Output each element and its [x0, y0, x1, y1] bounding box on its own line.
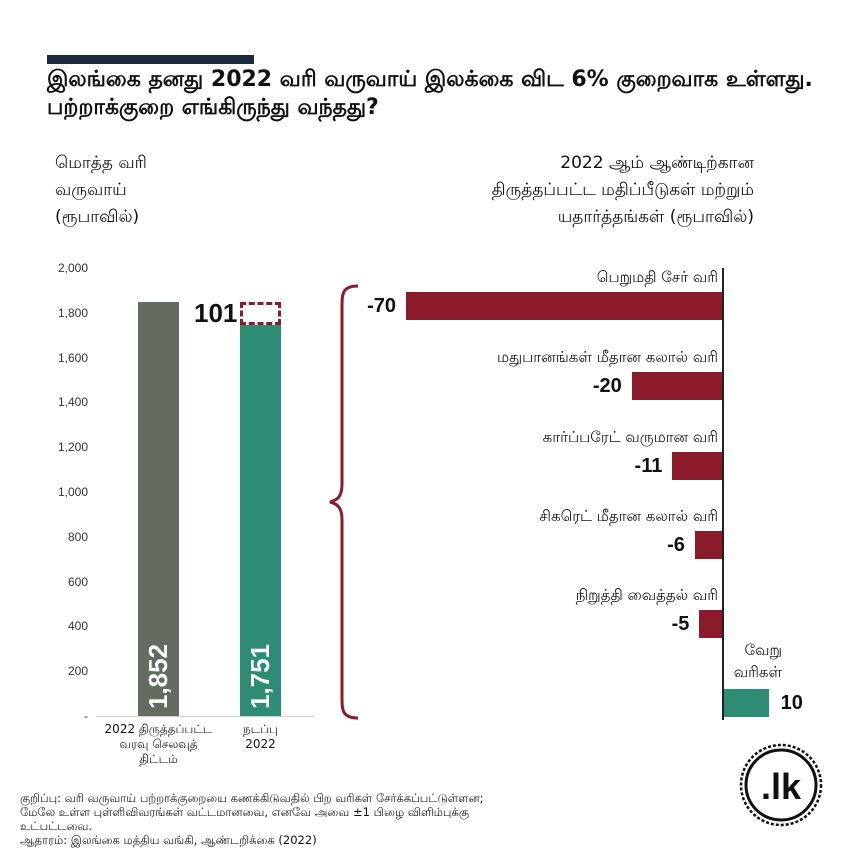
x-category-line: 2022 — [245, 737, 276, 751]
hbar-category-line: பெறுமதி சேர் வரி — [596, 268, 718, 286]
hbar-value-label: -20 — [592, 375, 622, 397]
y-tick-label: 800 — [67, 529, 88, 544]
gap-value-label: 101 — [194, 298, 238, 329]
y-tick-label: 400 — [67, 619, 88, 634]
x-axis-line — [96, 716, 314, 717]
left-subtitle-line: மொத்த வரி — [55, 153, 147, 173]
x-category-line: திட்டம் — [139, 752, 178, 766]
logo-text: .lk — [761, 766, 802, 807]
y-tick-label: 200 — [67, 664, 88, 679]
right-subtitle-line: யதார்த்தங்கள் (ரூபாவில்) — [557, 207, 754, 227]
zero-line — [722, 268, 724, 720]
x-category-line: வரவு செலவுத் — [119, 737, 198, 751]
right-subtitle-line: 2022 ஆம் ஆண்டிற்கான — [560, 153, 754, 173]
x-category-label: நடப்பு 2022 — [191, 722, 331, 752]
hbar-value-label: -6 — [667, 534, 685, 556]
gap-box — [240, 302, 281, 325]
hbar-value-label: -11 — [634, 455, 663, 477]
right-subtitle-line: திருத்தப்பட்ட மதிப்பீடுகள் மற்றும் — [491, 180, 754, 200]
title-accent-bar — [47, 55, 254, 64]
y-tick-label: 1,400 — [57, 395, 88, 410]
hbar-category-line: சிகரெட் மீதான கலால் வரி — [539, 507, 718, 525]
lk-logo: .lk — [739, 743, 823, 827]
footnote-line: குறிப்பு: வரி வருவாய் பற்றாக்குறையை கணக்… — [20, 791, 484, 805]
y-tick-label: 1,600 — [57, 350, 88, 365]
hbar-category-line: கார்ப்பரேட் வருமான வரி — [542, 428, 718, 446]
hbar-category-line: மதுபானங்கள் மீதான கலால் வரி — [497, 348, 718, 366]
x-category-label: 2022 திருத்தப்பட்ட வரவு செலவுத் திட்டம் — [89, 722, 229, 767]
hbar-5 — [723, 689, 769, 717]
left-subtitle-line: வருவாய் — [55, 180, 127, 200]
footnote-line: உட்பட்டவை. — [20, 819, 92, 833]
y-tick-label: - — [84, 709, 88, 723]
left-subtitle: மொத்த வரி வருவாய் (ரூபாவில்) — [55, 150, 147, 231]
bar-budget — [138, 302, 179, 717]
hbar-category-line: வரிகள் — [733, 663, 782, 681]
hbar-2 — [672, 452, 722, 480]
x-category-line: நடப்பு — [242, 722, 279, 736]
left-subtitle-line: (ரூபாவில்) — [55, 207, 140, 227]
hbar-category-line: நிறுத்தி வைத்தல் வரி — [575, 586, 718, 604]
footnote-line: ஆதாரம்: இலங்கை மத்திய வங்கி, ஆண்டறிக்கை … — [20, 833, 317, 847]
hbar-1 — [631, 372, 722, 400]
hbar-value-label: 10 — [780, 692, 803, 714]
bar-actual — [240, 324, 281, 717]
footnote-line: மேலே உள்ள புள்ளிவிவரங்கள் வட்டமானவை, எனவ… — [20, 805, 469, 819]
chart-title: இலங்கை தனது 2022 வரி வருவாய் இலக்கை விட … — [47, 67, 813, 120]
hbar-value-label: -5 — [671, 613, 690, 635]
brace-icon — [329, 284, 359, 720]
hbar-category-line: வேறு — [744, 641, 782, 659]
hbar-value-label: -70 — [367, 295, 396, 317]
hbar-category-label: சிகரெட் மீதான கலால் வரி — [539, 505, 718, 527]
y-tick-label: 1,800 — [57, 305, 88, 320]
y-tick-label: 2,000 — [57, 261, 88, 275]
hbar-category-label: வேறு வரிகள் — [734, 639, 782, 683]
x-category-line: 2022 திருத்தப்பட்ட — [104, 722, 213, 736]
hbar-category-label: நிறுத்தி வைத்தல் வரி — [576, 584, 718, 606]
right-subtitle: 2022 ஆம் ஆண்டிற்கான திருத்தப்பட்ட மதிப்ப… — [492, 150, 754, 231]
y-tick-label: 600 — [67, 574, 88, 589]
bar-value-label: 1,852 — [143, 643, 173, 709]
bar-value-label: 1,751 — [245, 643, 275, 709]
hbar-category-label: பெறுமதி சேர் வரி — [597, 266, 718, 288]
hbar-3 — [694, 531, 722, 559]
hbar-category-label: கார்ப்பரேட் வருமான வரி — [543, 426, 718, 448]
hbar-0 — [406, 292, 722, 320]
footnote: குறிப்பு: வரி வருவாய் பற்றாக்குறையை கணக்… — [20, 791, 660, 847]
hbar-category-label: மதுபானங்கள் மீதான கலால் வரி — [497, 346, 718, 368]
hbar-4 — [699, 610, 722, 638]
y-tick-label: 1,000 — [57, 485, 88, 499]
y-tick-label: 1,200 — [57, 440, 88, 455]
